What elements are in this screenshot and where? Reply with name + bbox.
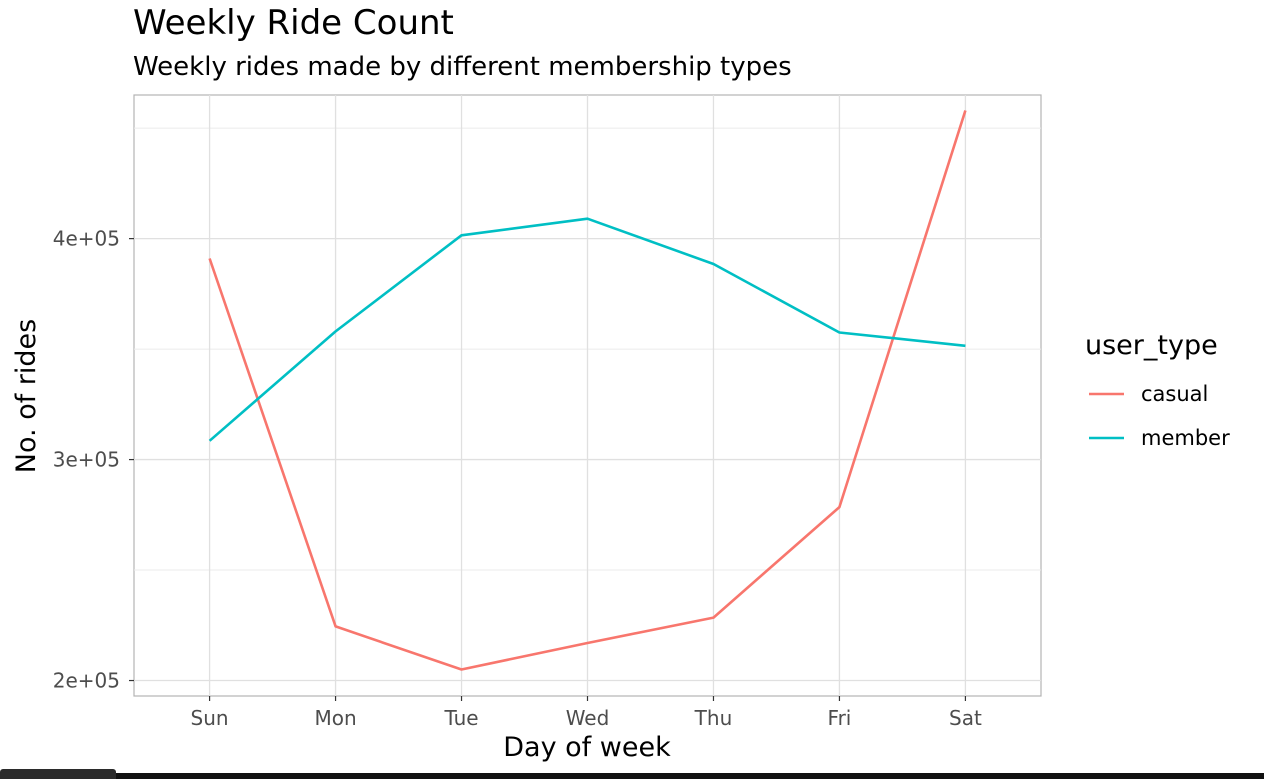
series-line-member: [208, 217, 966, 442]
x-tick-label: Mon: [314, 706, 356, 730]
series-line-casual: [208, 110, 967, 671]
legend-label-casual: casual: [1141, 382, 1208, 406]
y-axis-title: No. of rides: [11, 319, 42, 473]
bottom-edge-bar: [0, 773, 1264, 779]
legend-label-member: member: [1141, 426, 1230, 450]
legend: user_type casual member: [1085, 330, 1230, 450]
x-tick-label: Wed: [566, 706, 610, 730]
x-tick-label: Thu: [694, 706, 733, 730]
legend-title: user_type: [1085, 330, 1218, 361]
x-tick-label: Sat: [949, 706, 982, 730]
legend-items: casual member: [1089, 382, 1230, 450]
x-tick-label: Fri: [828, 706, 852, 730]
chart-subtitle: Weekly rides made by different membershi…: [133, 52, 792, 82]
grid-major: [134, 95, 1041, 696]
x-tick-label: Tue: [443, 706, 478, 730]
x-axis-title: Day of week: [503, 732, 671, 763]
x-axis-ticks: Sun Mon Tue Wed Thu Fri Sat: [191, 696, 982, 730]
y-tick-label: 2e+05: [53, 669, 120, 693]
y-tick-label: 4e+05: [53, 227, 120, 251]
y-tick-label: 3e+05: [53, 448, 120, 472]
x-tick-label: Sun: [191, 706, 229, 730]
series-lines: [208, 110, 967, 671]
y-axis-ticks: 2e+05 3e+05 4e+05: [53, 227, 134, 693]
chart-title: Weekly Ride Count: [133, 3, 454, 43]
bottom-edge-tab: [0, 769, 116, 779]
